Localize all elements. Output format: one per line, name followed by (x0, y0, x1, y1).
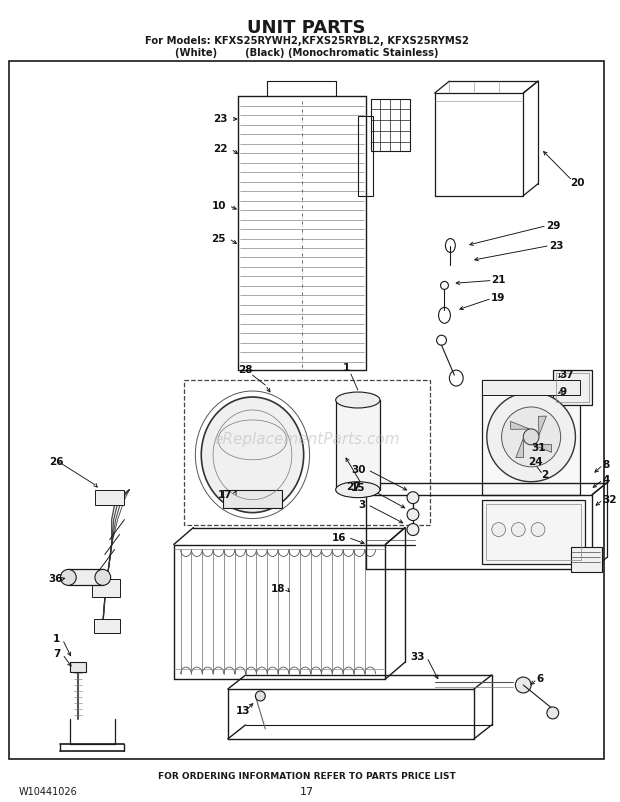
Text: 25: 25 (211, 233, 226, 244)
Text: 32: 32 (602, 495, 616, 504)
Ellipse shape (407, 492, 419, 504)
Text: 6: 6 (536, 674, 543, 684)
Bar (92, 579, 120, 597)
Bar (482, 380, 580, 495)
Text: 28: 28 (238, 365, 253, 375)
Text: 10: 10 (211, 200, 226, 211)
Text: 2: 2 (541, 470, 548, 480)
Text: 18: 18 (270, 585, 285, 594)
Text: 31: 31 (531, 443, 546, 453)
Text: 9: 9 (560, 387, 567, 397)
Bar (556, 373, 589, 402)
Ellipse shape (512, 523, 525, 537)
Bar (486, 504, 582, 561)
Text: 26: 26 (48, 457, 63, 467)
Text: (White)        (Black) (Monochromatic Stainless): (White) (Black) (Monochromatic Stainless… (175, 48, 438, 59)
Text: UNIT PARTS: UNIT PARTS (247, 19, 366, 38)
Text: For Models: KFXS25RYWH2,KFXS25RYBL2, KFXS25RYMS2: For Models: KFXS25RYWH2,KFXS25RYBL2, KFX… (144, 36, 469, 47)
Text: 22: 22 (213, 144, 228, 154)
Ellipse shape (202, 397, 304, 512)
Text: 27: 27 (346, 482, 361, 492)
Ellipse shape (547, 707, 559, 719)
Bar (9, 61, 604, 759)
Text: 13: 13 (236, 706, 250, 716)
Bar (184, 380, 430, 525)
Bar (358, 116, 373, 196)
Bar (553, 370, 592, 405)
Ellipse shape (487, 392, 575, 482)
Text: 21: 21 (491, 275, 505, 286)
Ellipse shape (407, 508, 419, 520)
Polygon shape (533, 444, 552, 452)
Bar (482, 380, 580, 395)
Ellipse shape (95, 569, 111, 585)
Ellipse shape (61, 569, 76, 585)
Bar (223, 490, 282, 508)
Bar (95, 490, 125, 504)
Text: 33: 33 (410, 652, 425, 662)
Text: 1: 1 (342, 363, 350, 373)
Ellipse shape (335, 482, 380, 498)
Text: 23: 23 (549, 241, 564, 250)
Text: 23: 23 (213, 114, 228, 124)
Polygon shape (539, 416, 546, 435)
Ellipse shape (502, 407, 560, 467)
Text: 17: 17 (218, 490, 232, 500)
Text: 15: 15 (351, 483, 366, 492)
Bar (68, 569, 103, 585)
Bar (371, 99, 410, 151)
Polygon shape (516, 438, 524, 458)
Text: 36: 36 (48, 574, 63, 585)
Text: W10441026: W10441026 (19, 787, 78, 796)
Bar (570, 548, 602, 573)
Text: FOR ORDERING INFORMATION REFER TO PARTS PRICE LIST: FOR ORDERING INFORMATION REFER TO PARTS … (157, 772, 456, 780)
Text: 19: 19 (491, 294, 505, 303)
Text: 30: 30 (351, 465, 366, 475)
Ellipse shape (335, 392, 380, 408)
Bar (94, 619, 120, 634)
Ellipse shape (255, 691, 265, 701)
Ellipse shape (523, 429, 539, 445)
Text: 8: 8 (602, 460, 609, 470)
Text: 4: 4 (602, 475, 609, 484)
Text: 7: 7 (53, 649, 61, 659)
Text: 3: 3 (358, 500, 366, 509)
Text: 1: 1 (53, 634, 61, 644)
Text: 24: 24 (528, 457, 542, 467)
Bar (482, 500, 585, 565)
Text: 37: 37 (560, 370, 574, 380)
Text: eReplacementParts.com: eReplacementParts.com (213, 432, 400, 448)
Text: 20: 20 (570, 178, 585, 188)
Polygon shape (511, 421, 529, 429)
Ellipse shape (492, 523, 505, 537)
Bar (336, 400, 381, 490)
Bar (70, 662, 86, 672)
Ellipse shape (515, 677, 531, 693)
Text: 16: 16 (332, 533, 346, 542)
Text: 17: 17 (299, 787, 314, 796)
Ellipse shape (407, 524, 419, 536)
Text: 29: 29 (546, 221, 560, 231)
Ellipse shape (531, 523, 545, 537)
